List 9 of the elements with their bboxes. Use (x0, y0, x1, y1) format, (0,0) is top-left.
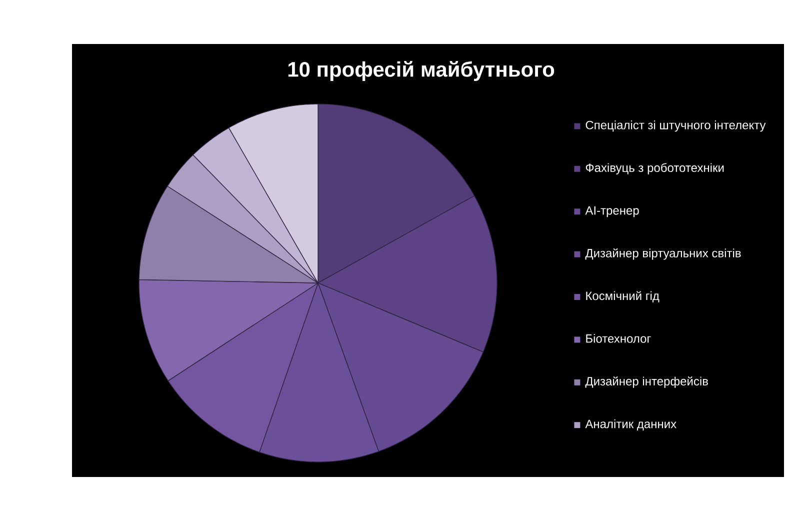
legend-label: Дизайнер інтерфейсів (585, 376, 708, 388)
legend-label: AI-тренер (585, 206, 639, 218)
chart-title: 10 професій майбутнього (288, 61, 554, 81)
legend-label: Фахівуць з робототехніки (586, 163, 724, 174)
legend-label: Космічний гід (586, 291, 660, 302)
legend-label: Аналітик данних (585, 419, 676, 430)
legend-label: Дизайнер віртуальних світів (585, 248, 741, 260)
legend-label: Спеціаліст зі штучного інтелекту (586, 120, 766, 132)
legend-label: Біотехнолог (586, 334, 651, 343)
